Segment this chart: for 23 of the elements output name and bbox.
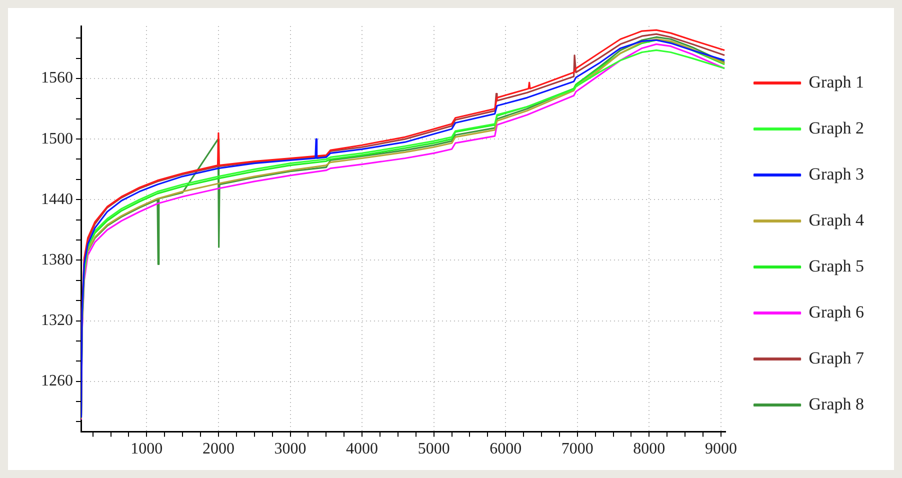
y-tick-label: 1260 bbox=[41, 372, 73, 390]
x-tick-label: 6000 bbox=[490, 440, 522, 458]
x-tick-label: 8000 bbox=[633, 440, 666, 458]
x-tick-label: 2000 bbox=[202, 440, 234, 458]
x-tick-label: 9000 bbox=[704, 440, 737, 458]
legend-label: Graph 7 bbox=[808, 348, 864, 368]
legend-label: Graph 6 bbox=[808, 302, 864, 322]
x-tick-label: 1000 bbox=[130, 440, 163, 458]
legend-label: Graph 4 bbox=[808, 210, 864, 230]
y-tick-label: 1440 bbox=[41, 190, 73, 208]
x-tick-label: 3000 bbox=[274, 440, 306, 458]
y-tick-label: 1320 bbox=[41, 312, 73, 329]
x-tick-label: 7000 bbox=[561, 440, 594, 458]
legend-label: Graph 5 bbox=[808, 256, 864, 276]
y-tick-label: 1560 bbox=[41, 70, 73, 87]
legend-label: Graph 1 bbox=[808, 72, 864, 92]
y-tick-label: 1500 bbox=[41, 130, 73, 148]
legend-label: Graph 3 bbox=[808, 164, 864, 184]
legend-label: Graph 8 bbox=[808, 394, 864, 414]
legend-label: Graph 2 bbox=[808, 118, 864, 138]
x-tick-label: 4000 bbox=[346, 440, 378, 458]
y-tick-label: 1380 bbox=[41, 251, 73, 268]
x-tick-label: 5000 bbox=[418, 440, 450, 458]
